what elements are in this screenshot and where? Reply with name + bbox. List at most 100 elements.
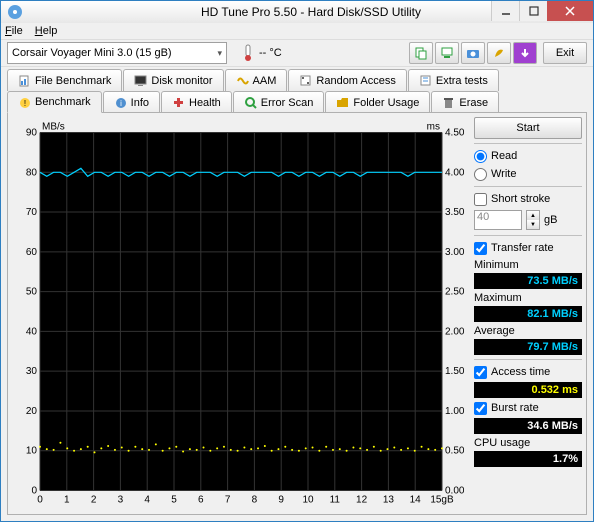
read-label: Read [491,150,517,162]
svg-text:MB/s: MB/s [42,122,65,133]
read-radio[interactable] [474,150,487,163]
menu-file[interactable]: File [5,25,23,37]
svg-text:40: 40 [26,326,38,337]
benchmark-panel: 01020304050607080900.000.501.001.502.002… [7,112,587,515]
titlebar: HD Tune Pro 5.50 - Hard Disk/SSD Utility [1,1,593,23]
burst-row[interactable]: Burst rate [474,400,582,416]
menu-help[interactable]: Help [35,25,58,37]
tab-error-scan[interactable]: Error Scan [233,91,325,113]
svg-text:ms: ms [427,122,440,133]
svg-text:2: 2 [91,495,97,506]
toolbar-btn-screenshot[interactable] [461,42,485,64]
app-window: HD Tune Pro 5.50 - Hard Disk/SSD Utility… [0,0,594,522]
toolbar-btn-copy-info[interactable] [409,42,433,64]
chart-area: 01020304050607080900.000.501.001.502.002… [12,117,470,510]
tabs-upper: File BenchmarkDisk monitorAAMRandom Acce… [7,69,587,91]
temp-indicator: -- °C [241,44,282,62]
svg-text:50: 50 [26,287,38,298]
svg-text:15gB: 15gB [430,495,454,506]
toolbar-btn-copy-screenshot[interactable] [435,42,459,64]
tab-benchmark[interactable]: !Benchmark [7,91,102,113]
separator [474,143,582,144]
cpu-value: 1.7% [474,451,582,467]
svg-text:90: 90 [26,128,38,139]
avg-value: 79.7 MB/s [474,339,582,355]
toolbar-btn-save[interactable] [513,42,537,64]
tab-random-access[interactable]: Random Access [288,69,406,91]
short-stroke-label: Short stroke [491,193,550,205]
write-radio[interactable] [474,168,487,181]
thermometer-icon [241,44,255,62]
burst-label: Burst rate [491,402,539,414]
access-label: Access time [491,366,550,378]
toolbar-btn-options[interactable] [487,42,511,64]
tab-file-benchmark[interactable]: File Benchmark [7,69,122,91]
stroke-spinner[interactable]: ▲▼ [526,210,540,230]
write-radio-row[interactable]: Write [474,166,582,182]
svg-text:30: 30 [26,366,38,377]
access-row[interactable]: Access time [474,364,582,380]
svg-text:10: 10 [26,446,38,457]
svg-text:5: 5 [171,495,177,506]
stroke-input[interactable]: 40 [474,210,522,230]
svg-text:6: 6 [198,495,204,506]
svg-text:1: 1 [64,495,70,506]
read-radio-row[interactable]: Read [474,148,582,164]
svg-text:12: 12 [356,495,368,506]
maximize-button[interactable] [519,1,547,21]
short-stroke-value-row: 40 ▲▼ gB [474,209,582,231]
tab-disk-monitor[interactable]: Disk monitor [123,69,223,91]
svg-text:8: 8 [252,495,258,506]
tab-erase[interactable]: Erase [431,91,499,113]
min-label: Minimum [474,259,582,271]
short-stroke-row[interactable]: Short stroke [474,191,582,207]
max-label: Maximum [474,292,582,304]
access-check[interactable] [474,366,487,379]
exit-button[interactable]: Exit [543,42,587,64]
svg-text:11: 11 [330,495,341,506]
tab-folder-usage[interactable]: Folder Usage [325,91,430,113]
svg-text:14: 14 [410,495,422,506]
tab-aam[interactable]: AAM [225,69,288,91]
svg-text:7: 7 [225,495,231,506]
side-panel: Start Read Write Short stroke 40 ▲▼ gB T… [474,117,582,510]
tab-health[interactable]: Health [161,91,232,113]
burst-check[interactable] [474,402,487,415]
transfer-label: Transfer rate [491,242,554,254]
separator [474,186,582,187]
menubar: File Help [1,23,593,39]
svg-text:2.00: 2.00 [445,326,465,337]
svg-text:10: 10 [302,495,314,506]
tab-info[interactable]: iInfo [103,91,160,113]
temp-text: -- °C [259,47,282,59]
stroke-unit: gB [544,214,557,226]
avg-label: Average [474,325,582,337]
svg-text:3.50: 3.50 [445,207,465,218]
svg-text:0.50: 0.50 [445,446,465,457]
toolbar: Corsair Voyager Mini 3.0 (15 gB) -- °C E… [1,39,593,67]
svg-text:2.50: 2.50 [445,287,465,298]
minimize-button[interactable] [491,1,519,21]
svg-text:1.00: 1.00 [445,406,465,417]
tab-extra-tests[interactable]: Extra tests [408,69,499,91]
start-button[interactable]: Start [474,117,582,139]
drive-select[interactable]: Corsair Voyager Mini 3.0 (15 gB) [7,42,227,64]
tabs-lower: !BenchmarkiInfoHealthError ScanFolder Us… [7,91,587,113]
benchmark-chart: 01020304050607080900.000.501.001.502.002… [12,117,470,510]
short-stroke-check[interactable] [474,193,487,206]
transfer-row[interactable]: Transfer rate [474,240,582,256]
svg-text:80: 80 [26,167,38,178]
svg-text:3.00: 3.00 [445,247,465,258]
svg-text:3: 3 [118,495,124,506]
close-button[interactable] [547,1,593,21]
svg-text:13: 13 [383,495,395,506]
tab-container: File BenchmarkDisk monitorAAMRandom Acce… [1,67,593,113]
cpu-label: CPU usage [474,437,582,449]
svg-text:1.50: 1.50 [445,366,465,377]
svg-text:9: 9 [278,495,284,506]
svg-text:20: 20 [26,406,38,417]
toolbar-icons [409,42,537,64]
svg-text:0: 0 [37,495,43,506]
transfer-check[interactable] [474,242,487,255]
svg-text:i: i [120,99,122,108]
